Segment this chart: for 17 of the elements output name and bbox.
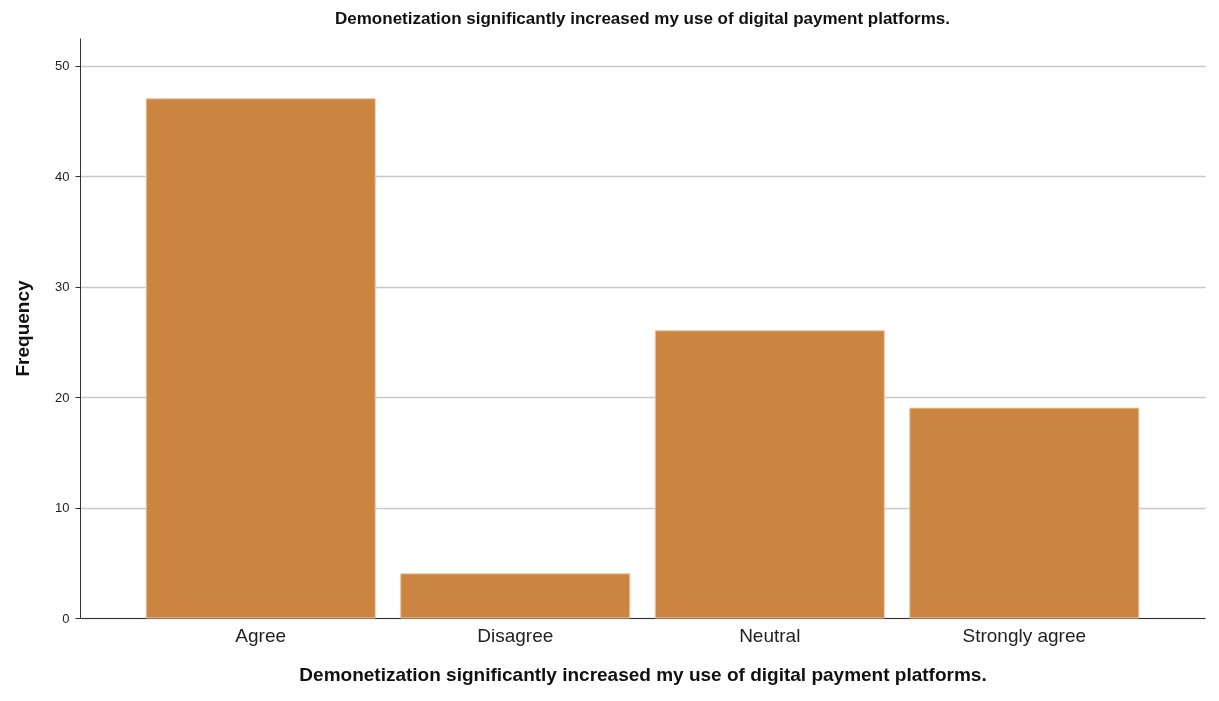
x-tick-label: Agree (235, 624, 287, 646)
x-axis-title: Demonetization significantly increased my use of digital payment platforms. (299, 663, 987, 685)
y-tick-label: 20 (55, 389, 70, 405)
x-tick-label: Neutral (739, 624, 801, 646)
x-tick-label: Strongly agree (962, 624, 1087, 646)
bar (909, 407, 1140, 619)
y-axis-title: Frequency (12, 280, 34, 377)
y-tick-label: 10 (55, 500, 70, 516)
y-tick-label: 30 (55, 279, 70, 295)
y-tick-label: 40 (55, 168, 70, 184)
x-tick-label: Disagree (477, 624, 554, 646)
y-tick-label: 0 (62, 610, 70, 626)
y-tick-label: 50 (55, 58, 70, 74)
chart-title: Demonetization significantly increased my use of digital payment platforms. (335, 9, 950, 28)
bar (654, 330, 885, 619)
bar (400, 573, 631, 619)
bar (145, 98, 376, 619)
